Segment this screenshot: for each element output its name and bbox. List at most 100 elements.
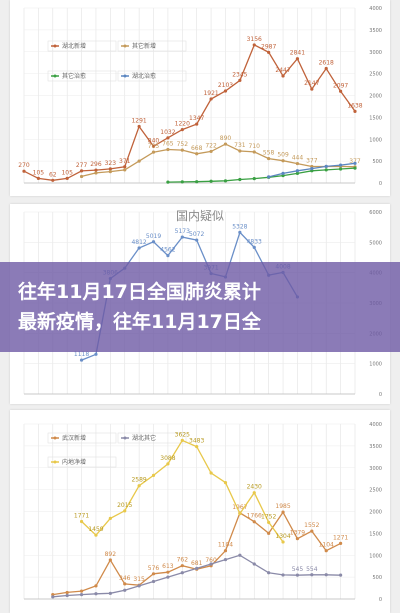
legend-entry: 内地净增 [62,458,86,466]
data-point [94,168,98,172]
data-point [295,57,300,61]
legend-entry: 湖北新增 [62,42,86,50]
data-point [180,128,184,132]
data-point [209,149,213,154]
data-point [238,149,242,153]
data-point [108,167,112,171]
data-point [209,562,213,566]
data-label: 668 [191,145,203,152]
data-label: 105 [33,169,45,176]
data-label: 371 [119,158,131,165]
y-tick-label: 1000 [369,362,382,368]
data-label: 2103 [218,82,233,89]
data-point [295,161,300,166]
legend-box [47,70,117,82]
data-label: 5072 [189,231,204,238]
legend-entry: 武汉新增 [62,434,86,442]
headline-line-2: 最新疫情，往年11月17日全 [18,311,261,333]
data-point [267,156,271,161]
data-label: 3088 [160,455,175,462]
data-label: 613 [162,563,174,570]
data-point [180,571,184,575]
data-point [79,358,84,362]
data-point [166,180,170,184]
data-point [51,593,55,597]
data-point [137,246,141,250]
headline-line-1: 往年11月17日全国肺炎累计 [18,281,261,303]
legend-marker [123,436,127,440]
data-point [180,564,184,568]
y-tick-label: 5000 [369,240,382,246]
data-label: 1118 [74,351,89,358]
data-point [223,481,228,485]
data-point [137,584,141,588]
data-point [123,582,127,586]
series-line [167,167,356,183]
data-point [166,462,170,466]
data-label: 710 [249,143,261,150]
data-label: 1032 [160,129,175,136]
data-point [209,179,213,183]
data-label: 5173 [175,228,190,235]
headline-banner: 往年11月17日全国肺炎累计 最新疫情，往年11月17日全 [0,262,400,352]
data-label: 377 [306,158,318,165]
data-label: 705 [148,143,160,150]
chart-panel-1: 0 500 1000 1500 2000 2500 3000 3500 4000 湖北新增 其它新增… [10,0,390,196]
data-label: 762 [177,557,189,564]
data-point [180,148,184,152]
data-label: 554 [306,566,318,573]
data-point [310,529,314,533]
data-point [295,171,300,175]
data-label: 1291 [131,118,146,125]
data-label: 2987 [261,43,276,50]
data-point [252,177,256,181]
data-point [123,509,127,513]
data-point [295,169,300,173]
data-point [238,553,242,557]
legend-box [47,456,117,468]
data-point [151,150,156,154]
data-label: 765 [162,141,174,148]
data-point [94,171,98,175]
data-label: 1347 [189,115,204,122]
data-point [108,170,112,174]
data-point [36,176,40,181]
data-point [65,593,69,598]
data-point [267,175,271,179]
data-point [108,591,112,595]
legend-marker [53,74,57,78]
y-tick-label: 3000 [369,466,382,472]
data-label: 1379 [290,530,305,537]
data-label: 4562 [160,247,175,254]
data-point [195,445,199,449]
legend-box [117,432,187,444]
data-label: 4833 [247,238,262,245]
y-tick-label: 2500 [369,72,382,78]
data-point [339,167,343,171]
data-point [79,589,84,593]
data-label: 1638 [347,102,362,109]
data-point [123,588,127,592]
y-tick-label: 3500 [369,28,382,34]
data-point [238,230,242,234]
data-label: 2430 [247,484,262,491]
data-point [324,66,328,71]
legend-box [117,70,187,82]
data-label: 1104 [218,542,233,549]
data-point [123,168,127,172]
data-point [324,573,328,577]
data-label: 892 [105,551,117,558]
data-point [238,177,242,182]
data-point [324,168,328,172]
data-point [223,558,228,562]
data-label: 4812 [131,239,146,246]
data-point [267,531,271,535]
data-point [295,537,300,541]
y-tick-label: 4000 [369,422,382,428]
data-point [151,144,156,148]
data-label: 5328 [232,223,247,230]
data-point [79,174,84,179]
legend-marker [123,74,127,78]
data-point [310,573,314,577]
legend-box [47,40,117,52]
